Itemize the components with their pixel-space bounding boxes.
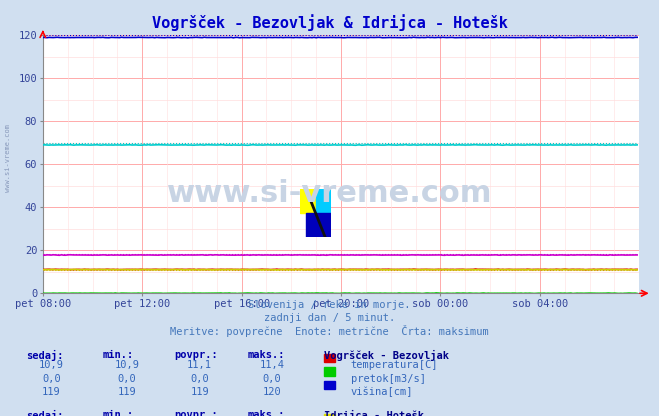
Text: 119: 119 (118, 387, 136, 397)
Text: povpr.:: povpr.: (175, 350, 218, 360)
Text: povpr.:: povpr.: (175, 410, 218, 416)
Text: 0,0: 0,0 (42, 374, 61, 384)
Bar (300, 189, 316, 213)
Text: sedaj:: sedaj: (26, 350, 64, 362)
Bar (316, 189, 331, 213)
Text: 0,0: 0,0 (118, 374, 136, 384)
Text: 0,0: 0,0 (263, 374, 281, 384)
Text: zadnji dan / 5 minut.: zadnji dan / 5 minut. (264, 313, 395, 323)
Bar (306, 213, 331, 237)
Text: Idrijca - Hotešk: Idrijca - Hotešk (324, 410, 424, 416)
Text: www.si-vreme.com: www.si-vreme.com (5, 124, 11, 192)
Text: 120: 120 (263, 387, 281, 397)
Text: Meritve: povprečne  Enote: metrične  Črta: maksimum: Meritve: povprečne Enote: metrične Črta:… (170, 325, 489, 337)
Text: Vogršček - Bezovljak & Idrijca - Hotešk: Vogršček - Bezovljak & Idrijca - Hotešk (152, 15, 507, 31)
Text: pretok[m3/s]: pretok[m3/s] (351, 374, 426, 384)
Text: 10,9: 10,9 (39, 360, 64, 370)
Text: 119: 119 (190, 387, 209, 397)
Text: 11,4: 11,4 (260, 360, 285, 370)
Text: 0,0: 0,0 (190, 374, 209, 384)
Text: min.:: min.: (102, 350, 133, 360)
Text: višina[cm]: višina[cm] (351, 387, 413, 397)
Text: www.si-vreme.com: www.si-vreme.com (167, 179, 492, 208)
Text: 119: 119 (42, 387, 61, 397)
Text: maks.:: maks.: (247, 410, 285, 416)
Text: min.:: min.: (102, 410, 133, 416)
Text: 10,9: 10,9 (115, 360, 140, 370)
Text: 11,1: 11,1 (187, 360, 212, 370)
Text: sedaj:: sedaj: (26, 410, 64, 416)
Text: temperatura[C]: temperatura[C] (351, 360, 438, 370)
Text: Vogršček - Bezovljak: Vogršček - Bezovljak (324, 350, 449, 362)
Text: Slovenija / reke in morje.: Slovenija / reke in morje. (248, 300, 411, 310)
Text: maks.:: maks.: (247, 350, 285, 360)
